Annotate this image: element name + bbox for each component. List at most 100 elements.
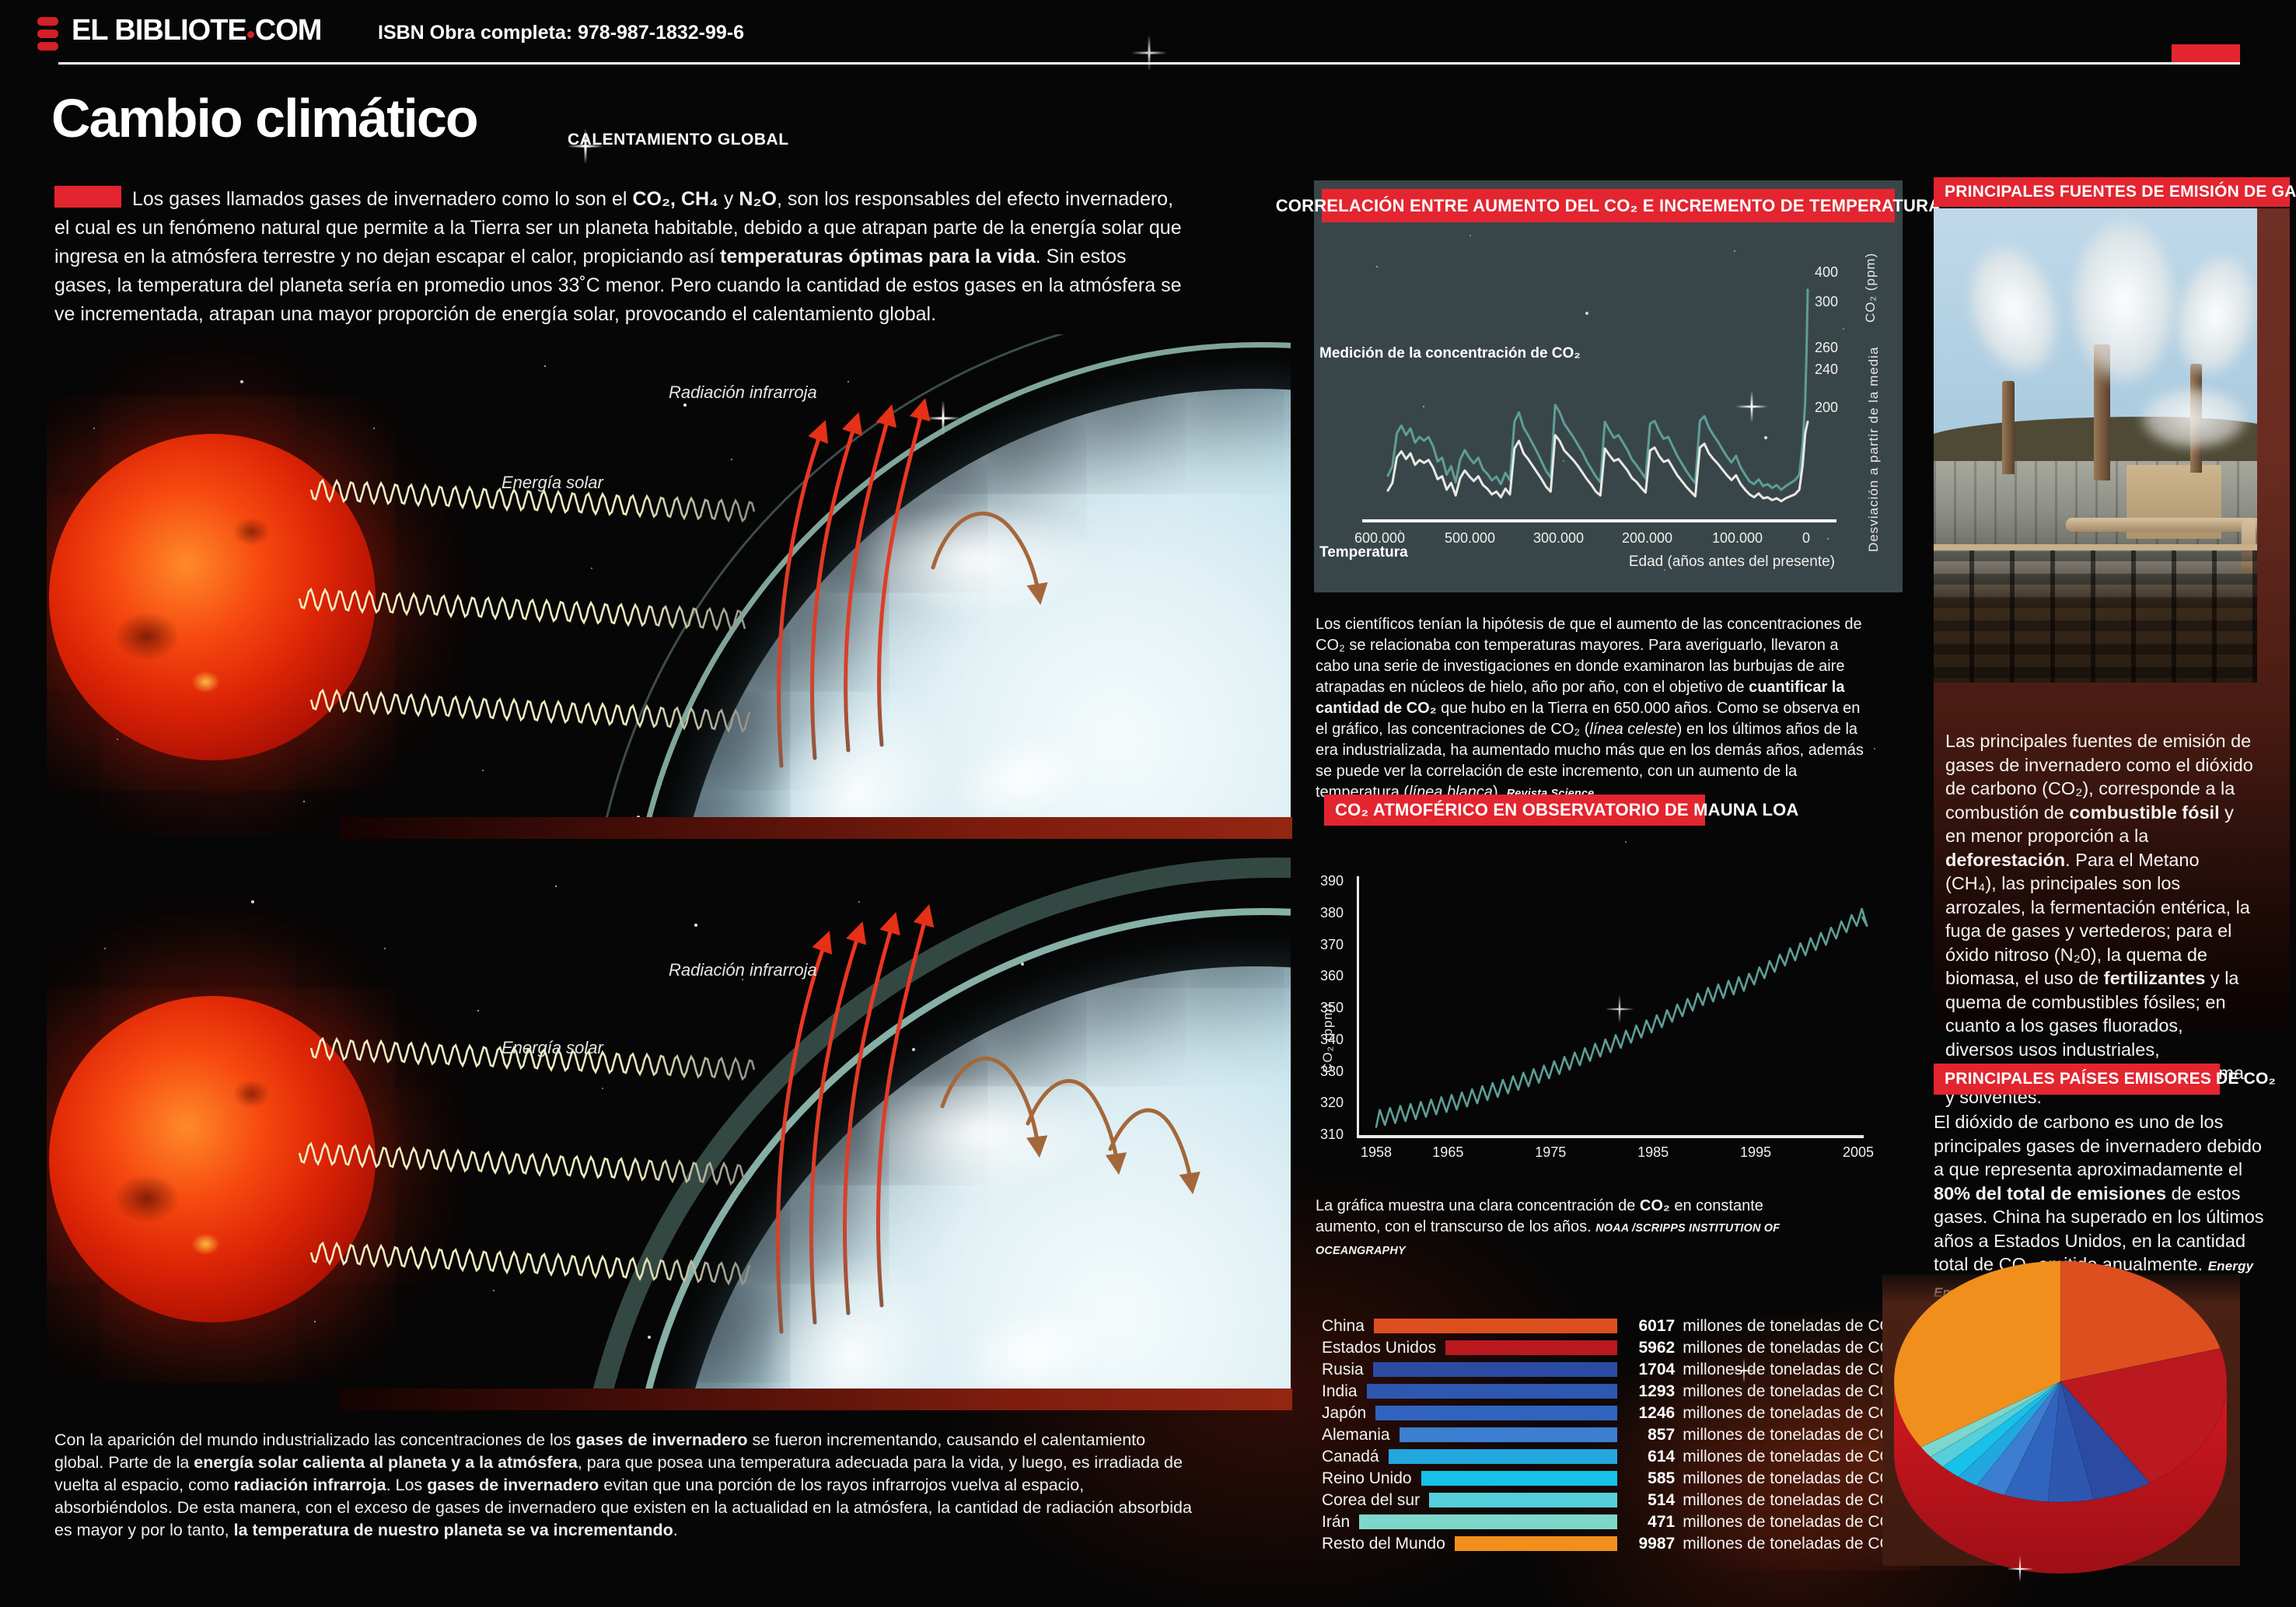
emitter-row: Estados Unidos 5962 millones de toneladas …: [1322, 1338, 1899, 1357]
emissions-unit: millones de toneladas de CO₂: [1683, 1403, 1899, 1422]
logo-suffix: COM: [254, 14, 323, 47]
infrared-arrows: [776, 904, 935, 1334]
correlation-caption: Los científicos tenían la hipótesis de q…: [1316, 616, 1864, 801]
emissions-value: 471: [1648, 1512, 1676, 1531]
emitter-row: Corea del sur 514 millones de toneladas de…: [1322, 1490, 1899, 1509]
section-header-correlation: CORRELACIÓN ENTRE AUMENTO DEL CO₂ E INCR…: [1276, 189, 1941, 222]
emissions-unit: millones de toneladas de CO₂: [1683, 1534, 1899, 1553]
axis-tick: 370: [1319, 936, 1344, 952]
logo-icon: [37, 17, 58, 51]
mauna-loa-y-axis: [1357, 876, 1359, 1137]
mauna-loa-x-ticks: 1958 1965 1975 1985 1995 2005: [1357, 1144, 1901, 1163]
diagram-overlay-1: [298, 398, 1048, 768]
axis-tick: 500.000: [1445, 530, 1496, 546]
diagram-overlay-2: [298, 904, 1200, 1334]
greenhouse-diagram-1: Radiación infrarroja Energía solar: [47, 334, 1291, 836]
axis-tick: 1995: [1740, 1144, 1772, 1160]
pie-slice-rusia: [2060, 1381, 2151, 1500]
axis-tick: 240: [1815, 362, 1839, 377]
emitter-row: Canadá 614 millones de toneladas de CO₂: [1322, 1447, 1899, 1466]
axis-tick: 200.000: [1622, 530, 1673, 546]
pie-side: [1894, 1382, 2227, 1574]
emitter-row: Alemania 857 millones de toneladas de CO₂: [1322, 1425, 1899, 1444]
solar-label: Energía solar: [501, 1038, 603, 1057]
logo-prefix: EL BIBLIOTE: [72, 14, 247, 47]
country-label: Rusia: [1322, 1360, 1364, 1378]
emissions-value: 9987: [1638, 1534, 1676, 1553]
emissions-unit: millones de toneladas de CO₂: [1683, 1338, 1899, 1357]
foreground-drum: [1934, 544, 2257, 683]
emitter-row: Irán 471 millones de toneladas de CO₂: [1322, 1512, 1899, 1531]
sparkle-star: [1131, 35, 1167, 71]
emissions-unit: millones de toneladas de CO₂: [1683, 1490, 1899, 1509]
logo-text: EL BIBLIOTE COM: [72, 14, 323, 47]
axis-tick: 100.000: [1712, 530, 1763, 546]
correlation-y-axis-title-co2: CO₂ (ppm): [1863, 252, 1878, 323]
axis-tick: 1985: [1637, 1144, 1669, 1160]
co2-series-label: Medición de la concentración de CO₂: [1319, 345, 1581, 362]
axis-tick: 1975: [1535, 1144, 1567, 1160]
emissions-unit: millones de toneladas de CO₂: [1683, 1447, 1899, 1466]
mauna-loa-caption: La gráfica muestra una clara concentraci…: [1316, 1197, 1781, 1257]
pie-slice-alemania: [1976, 1381, 2061, 1496]
country-label: Irán: [1322, 1512, 1351, 1531]
axis-tick: 1965: [1432, 1144, 1464, 1160]
axis-tick: 600.000: [1354, 530, 1406, 546]
emissions-bar: [1373, 1319, 1618, 1333]
emitter-row: Rusia 1704 millones de toneladas de CO₂: [1322, 1361, 1899, 1378]
logo-dot: [246, 31, 254, 38]
infrared-label: Radiación infrarroja: [669, 383, 817, 402]
axis-tick: 300.000: [1533, 530, 1585, 546]
emissions-bar: [1388, 1449, 1618, 1464]
country-label: China: [1322, 1316, 1365, 1335]
emissions-bar: [1429, 1493, 1618, 1507]
intro-paragraph: Los gases llamados gases de invernadero …: [54, 183, 1182, 329]
axis-tick: 300: [1815, 294, 1839, 309]
divider-bar-1: [340, 817, 1292, 839]
emissions-bar: [1399, 1427, 1618, 1442]
emissions-bar: [1445, 1340, 1618, 1355]
section-header-sources: PRINCIPALES FUENTES DE EMISIÓN DE GASES: [1934, 177, 2296, 207]
mauna-loa-y-ticks: 390 380 370 360 350 340 330 320 310: [1314, 873, 1351, 1143]
smokestack: [2002, 381, 2015, 474]
axis-tick: 0: [1802, 530, 1811, 546]
emitters-bar-chart: China 6017 millones de toneladas de CO₂ Est…: [1322, 1316, 1899, 1557]
axis-tick: 400: [1815, 264, 1839, 280]
cloud: [820, 1052, 1147, 1215]
infrared-label: Radiación infrarroja: [669, 960, 817, 980]
correlation-x-ticks: 600.000 500.000 300.000 200.000 100.000 0: [1314, 530, 1903, 549]
intro-chip: [54, 186, 121, 208]
bars-glow: [1594, 1306, 1920, 1570]
emissions-value: 6017: [1638, 1316, 1676, 1335]
page-subtitle: CALENTAMIENTO GLOBAL: [568, 131, 789, 148]
bounced-infrared-arrow: [931, 512, 1048, 606]
factory-photo: [1934, 208, 2257, 683]
country-label: Alemania: [1322, 1425, 1390, 1444]
temperature-series-label: Temperatura: [1319, 544, 1408, 561]
solar-energy-waves: [298, 478, 756, 733]
axis-tick: 2005: [1842, 1144, 1875, 1160]
emissions-value: 585: [1648, 1469, 1676, 1487]
correlation-y-ticks: 400 300 260 240 200: [1815, 180, 1861, 592]
axis-tick: 360: [1319, 968, 1344, 984]
emissions-unit: millones de toneladas de CO₂: [1683, 1469, 1899, 1487]
emissions-bar: [1372, 1362, 1618, 1377]
axis-tick: 320: [1319, 1095, 1344, 1111]
emissions-value: 5962: [1638, 1338, 1676, 1357]
section-header-countries: PRINCIPALES PAÍSES EMISORES DE CO₂: [1934, 1064, 2276, 1095]
sources-paragraph: Las principales fuentes de emisión de ga…: [1945, 731, 2253, 1107]
solar-label: Energía solar: [501, 473, 603, 492]
axis-tick: 1958: [1360, 1144, 1393, 1160]
correlation-x-axis-title: Edad (años antes del presente): [1628, 554, 1835, 570]
axis-tick: 260: [1815, 340, 1839, 355]
emitter-row: Reino Unido 585 millones de toneladas de C…: [1322, 1469, 1899, 1487]
emissions-bar: [1359, 1514, 1618, 1529]
header-rule: [58, 62, 2240, 65]
footer-paragraph: Con la aparición del mundo industrializa…: [54, 1431, 1192, 1539]
pie-slice-china: [2060, 1260, 2221, 1382]
emissions-unit: millones de toneladas de CO₂: [1683, 1360, 1899, 1378]
bounced-infrared-arrows: [940, 1057, 1200, 1195]
solar-energy-waves: [298, 1036, 756, 1286]
mauna-loa-y-axis-title: CO₂ (ppm): [1320, 1002, 1335, 1073]
emissions-value: 1246: [1638, 1403, 1676, 1422]
